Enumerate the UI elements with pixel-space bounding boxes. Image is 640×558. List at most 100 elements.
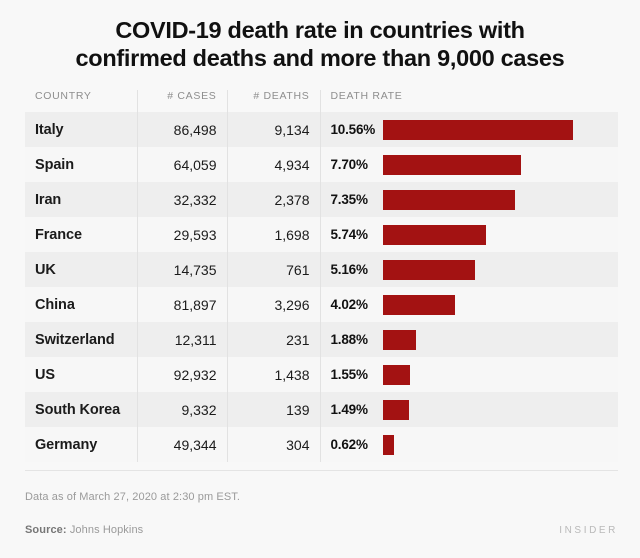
death-rate-value: 7.35% <box>330 192 368 207</box>
cell-deaths: 3,296 <box>226 287 320 322</box>
death-rate-value: 7.70% <box>330 157 368 172</box>
death-rate-bar <box>382 189 515 210</box>
cell-cases: 9,332 <box>136 392 227 427</box>
cell-country: China <box>25 287 137 322</box>
data-table-container: COUNTRY # CASES # DEATHS DEATH RATE Ital… <box>25 90 618 462</box>
bar-track <box>382 322 619 357</box>
table-row: France 29,593 1,698 5.74% <box>25 217 618 252</box>
death-rate-table: COUNTRY # CASES # DEATHS DEATH RATE Ital… <box>25 90 618 462</box>
death-rate-bar <box>382 364 411 385</box>
death-rate-cell-inner: 1.88% <box>321 322 619 357</box>
cell-country: Italy <box>25 112 137 147</box>
cell-country: US <box>25 357 137 392</box>
table-row: US 92,932 1,438 1.55% <box>25 357 618 392</box>
cell-death-rate: 4.02% <box>319 287 619 322</box>
cell-cases: 86,498 <box>136 112 227 147</box>
bar-track <box>382 287 619 322</box>
cell-deaths: 4,934 <box>226 147 320 182</box>
death-rate-value: 5.16% <box>330 262 368 277</box>
column-header-cases: # CASES <box>136 90 227 112</box>
cell-death-rate: 1.49% <box>319 392 619 427</box>
title-line-2: confirmed deaths and more than 9,000 cas… <box>75 45 565 71</box>
death-rate-bar <box>382 224 486 245</box>
cell-deaths: 9,134 <box>226 112 320 147</box>
death-rate-bar <box>382 434 394 455</box>
death-rate-cell-inner: 5.74% <box>321 217 619 252</box>
bar-track <box>382 427 619 462</box>
death-rate-bar <box>382 399 410 420</box>
table-row: Italy 86,498 9,134 10.56% <box>25 112 618 147</box>
cell-cases: 92,932 <box>136 357 227 392</box>
cell-country: Switzerland <box>25 322 137 357</box>
cell-death-rate: 10.56% <box>319 112 619 147</box>
page-title: COVID-19 death rate in countries with co… <box>0 0 640 72</box>
cell-cases: 81,897 <box>136 287 227 322</box>
cell-cases: 14,735 <box>136 252 227 287</box>
death-rate-cell-inner: 10.56% <box>321 112 619 147</box>
cell-deaths: 2,378 <box>226 182 320 217</box>
chart-footer: Data as of March 27, 2020 at 2:30 pm EST… <box>25 470 618 536</box>
cell-country: Spain <box>25 147 137 182</box>
table-row: China 81,897 3,296 4.02% <box>25 287 618 322</box>
cell-deaths: 304 <box>226 427 320 462</box>
table-body: Italy 86,498 9,134 10.56% Spain 64,059 4,934 7.… <box>25 112 618 462</box>
death-rate-cell-inner: 1.55% <box>321 357 619 392</box>
table-row: Spain 64,059 4,934 7.70% <box>25 147 618 182</box>
death-rate-value: 1.88% <box>330 332 368 347</box>
cell-country: South Korea <box>25 392 137 427</box>
cell-cases: 32,332 <box>136 182 227 217</box>
cell-death-rate: 7.70% <box>319 147 619 182</box>
death-rate-cell-inner: 4.02% <box>321 287 619 322</box>
death-rate-value: 4.02% <box>330 297 368 312</box>
cell-death-rate: 1.88% <box>319 322 619 357</box>
column-header-country: COUNTRY <box>25 90 137 112</box>
bar-track <box>382 147 619 182</box>
column-header-death-rate: DEATH RATE <box>319 90 618 112</box>
title-line-1: COVID-19 death rate in countries with <box>115 17 525 43</box>
bar-track <box>382 217 619 252</box>
table-row: Germany 49,344 304 0.62% <box>25 427 618 462</box>
death-rate-cell-inner: 7.35% <box>321 182 619 217</box>
cell-cases: 49,344 <box>136 427 227 462</box>
cell-country: Germany <box>25 427 137 462</box>
cell-deaths: 1,698 <box>226 217 320 252</box>
death-rate-cell-inner: 5.16% <box>321 252 619 287</box>
death-rate-cell-inner: 0.62% <box>321 427 619 462</box>
bar-track <box>382 112 619 147</box>
cell-cases: 12,311 <box>136 322 227 357</box>
cell-deaths: 231 <box>226 322 320 357</box>
source-attribution: Source: Johns Hopkins <box>25 524 143 536</box>
source-label: Source: <box>25 524 67 536</box>
cell-country: Iran <box>25 182 137 217</box>
source-name: Johns Hopkins <box>69 524 144 536</box>
cell-death-rate: 7.35% <box>319 182 619 217</box>
table-header: COUNTRY # CASES # DEATHS DEATH RATE <box>25 90 618 112</box>
cell-deaths: 761 <box>226 252 320 287</box>
bar-track <box>382 252 619 287</box>
bar-track <box>382 357 619 392</box>
column-header-deaths: # DEATHS <box>226 90 320 112</box>
data-timestamp-note: Data as of March 27, 2020 at 2:30 pm EST… <box>25 491 241 503</box>
cell-country: France <box>25 217 137 252</box>
cell-cases: 29,593 <box>136 217 227 252</box>
death-rate-bar <box>382 329 417 350</box>
insider-logo: INSIDER <box>559 525 618 536</box>
death-rate-bar <box>382 154 521 175</box>
bar-track <box>382 392 619 427</box>
table-row: Iran 32,332 2,378 7.35% <box>25 182 618 217</box>
death-rate-bar <box>382 259 476 280</box>
table-header-row: COUNTRY # CASES # DEATHS DEATH RATE <box>25 90 618 112</box>
cell-deaths: 1,438 <box>226 357 320 392</box>
table-row: South Korea 9,332 139 1.49% <box>25 392 618 427</box>
death-rate-value: 10.56% <box>330 122 376 137</box>
death-rate-bar <box>382 119 573 140</box>
cell-country: UK <box>25 252 137 287</box>
death-rate-value: 5.74% <box>330 227 368 242</box>
source-row: Source: Johns Hopkins INSIDER <box>25 524 618 536</box>
death-rate-value: 1.55% <box>330 367 368 382</box>
table-row: Switzerland 12,311 231 1.88% <box>25 322 618 357</box>
footer-divider <box>25 470 618 471</box>
death-rate-value: 1.49% <box>330 402 368 417</box>
bar-track <box>382 182 619 217</box>
